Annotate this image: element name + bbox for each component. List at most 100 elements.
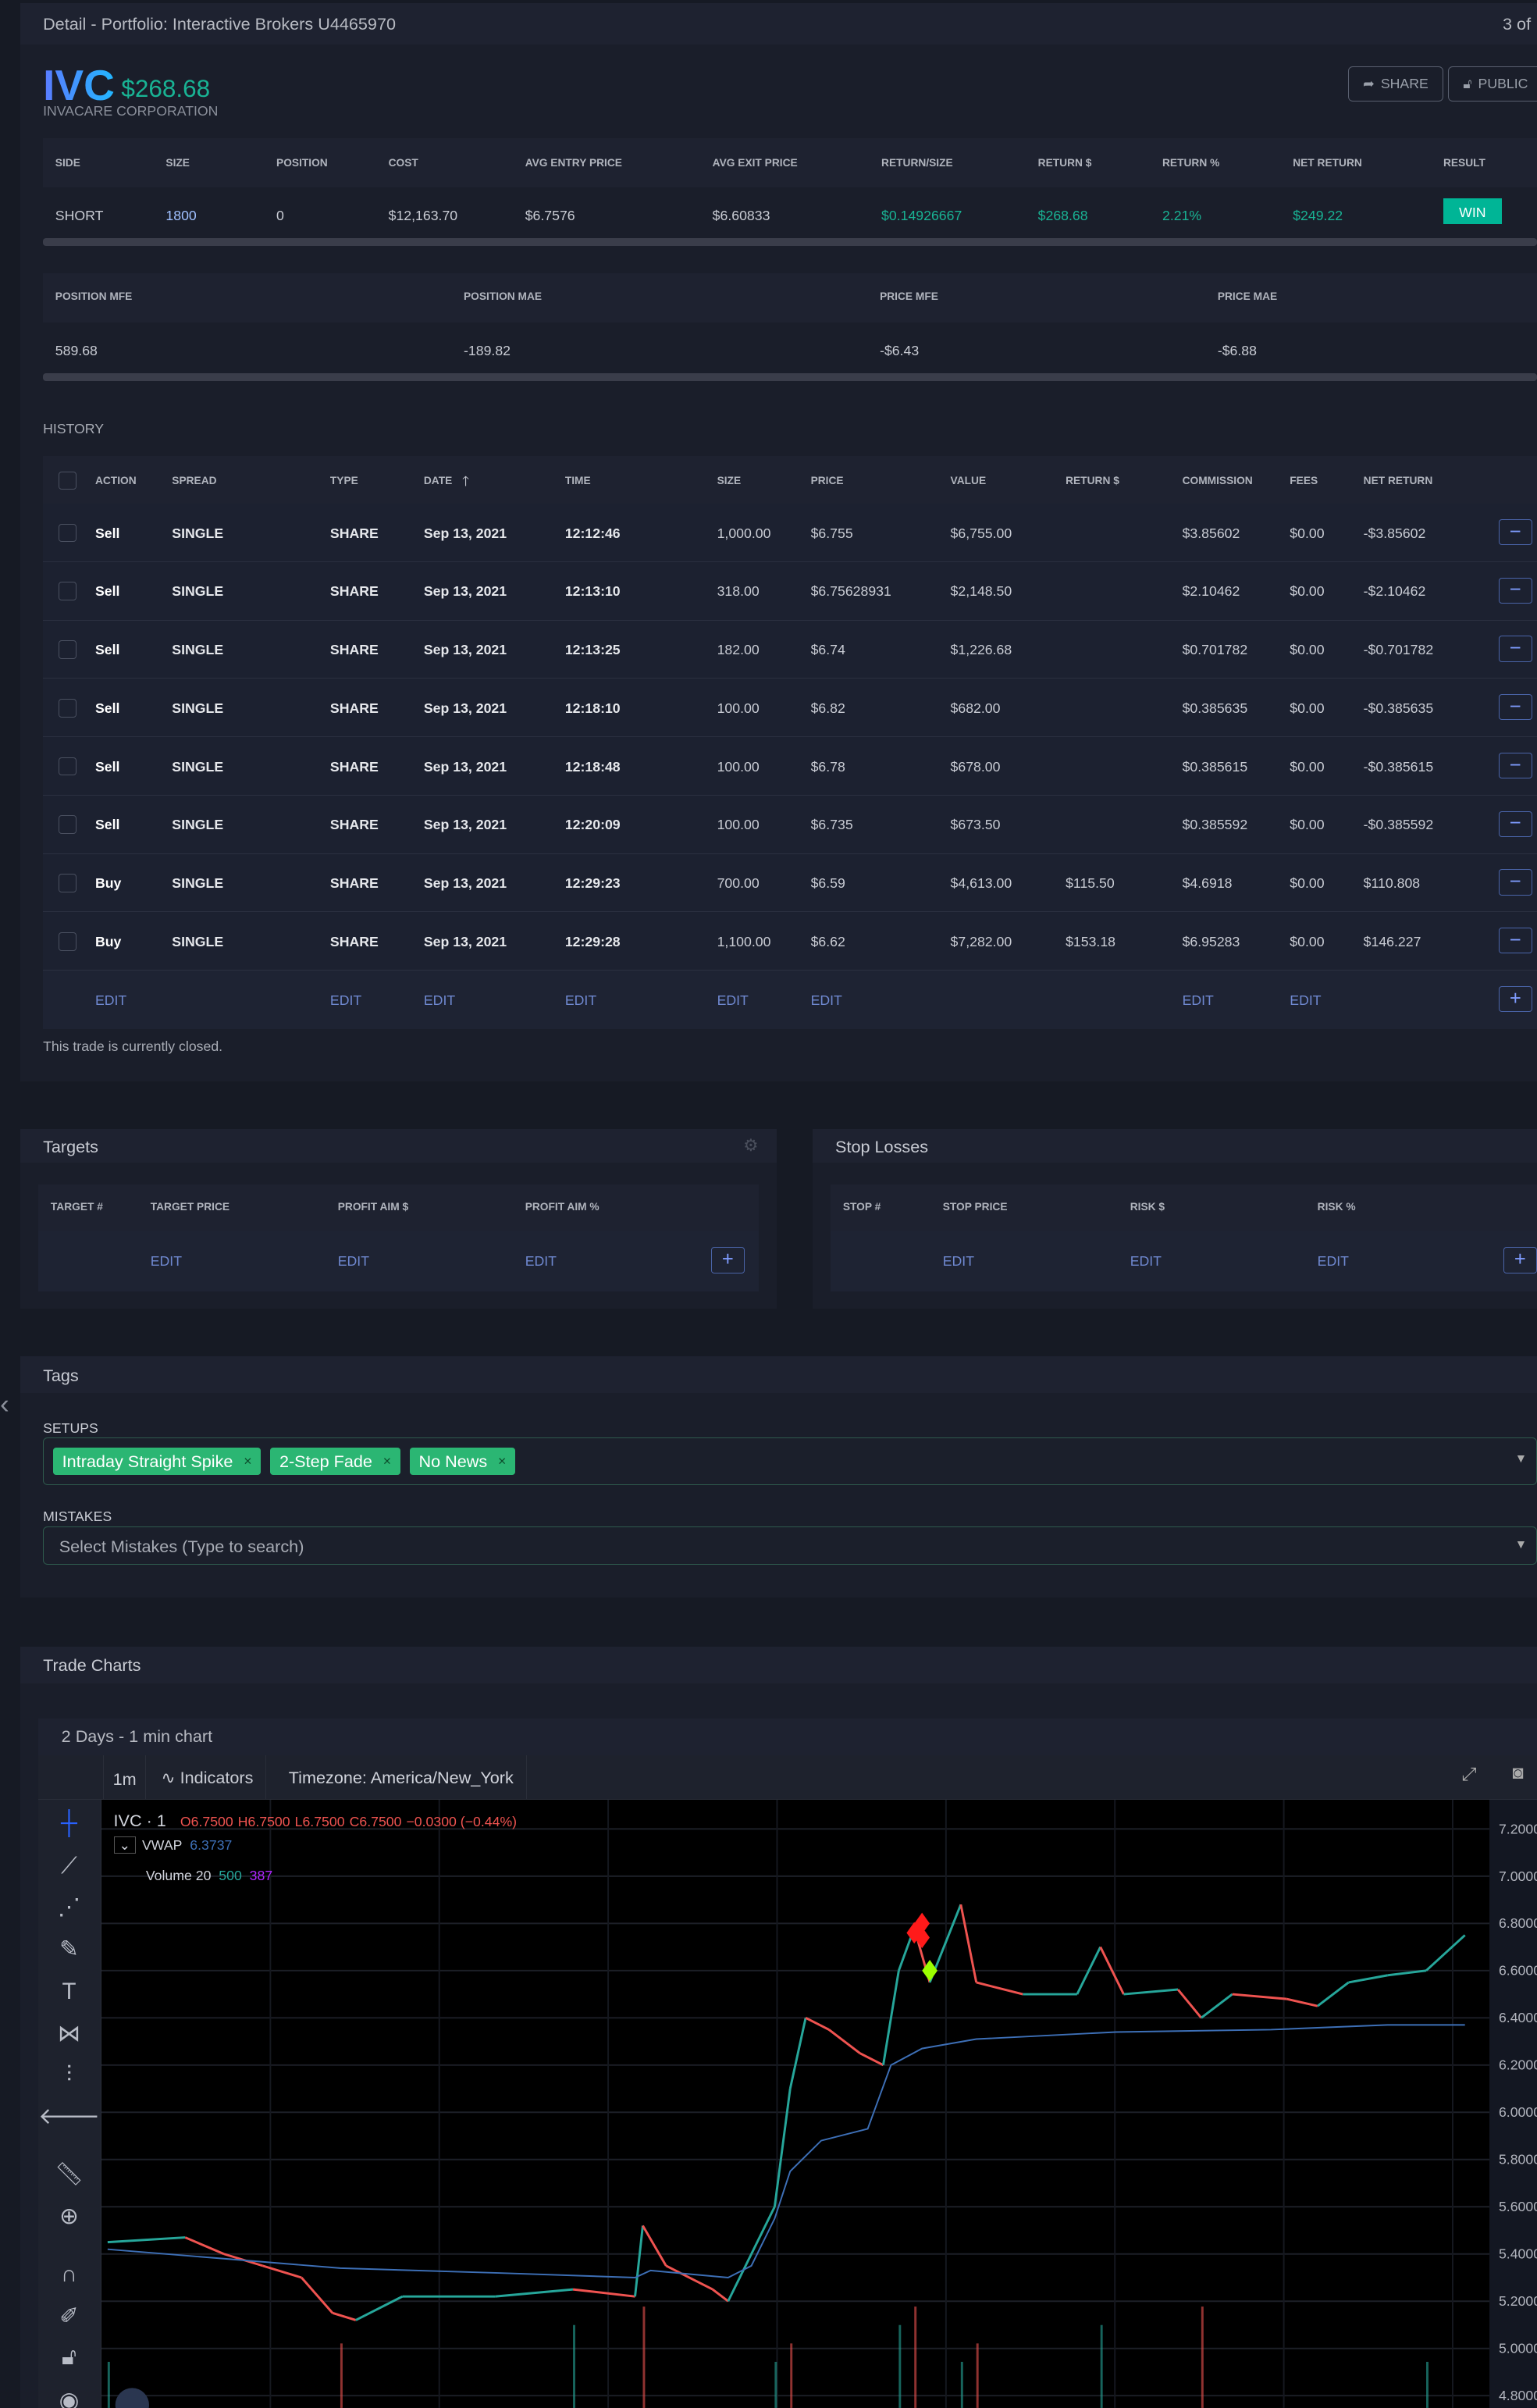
lock-drawing-icon[interactable]: ✐ [59, 2303, 79, 2329]
row-checkbox[interactable] [58, 698, 77, 718]
summary-table: SIDE SIZE POSITION COST AVG ENTRY PRICE AVG E… [43, 138, 1537, 249]
row-checkbox[interactable] [58, 874, 77, 892]
chevron-down-icon[interactable]: ▼ [1514, 1537, 1528, 1551]
history-label: HISTORY [43, 420, 105, 436]
remove-row-button[interactable]: − [1498, 636, 1533, 662]
column-header: ACTION [94, 474, 137, 486]
mistakes-select[interactable]: Select Mistakes (Type to search) ▼ [43, 1526, 1537, 1566]
indicators-button[interactable]: ∿ Indicators [149, 1755, 267, 1801]
add-stops-button[interactable]: + [1503, 1247, 1537, 1273]
prediction-icon[interactable]: ⫶ [66, 2061, 73, 2088]
remove-row-button[interactable]: − [1498, 869, 1533, 896]
gear-icon[interactable]: ⚙ [743, 1135, 759, 1155]
select-all-checkbox[interactable] [58, 471, 77, 490]
interval-button[interactable]: 1m [102, 1755, 146, 1801]
edit-link[interactable]: EDIT [942, 1253, 974, 1270]
setups-select[interactable]: Intraday Straight Spike × 2-Step Fade × No N… [43, 1437, 1537, 1486]
y-tick-label: 6.6000 [1499, 1963, 1537, 1979]
summary-value: 0 [276, 207, 284, 223]
history-cell: 100.00 [717, 700, 760, 716]
edit-link[interactable]: EDIT [1290, 992, 1322, 1008]
remove-tag-icon[interactable]: × [382, 1453, 392, 1469]
excursion-scrollbar[interactable] [43, 372, 1537, 381]
ruler-icon[interactable]: 📏︎ [54, 2161, 84, 2188]
edit-link[interactable]: EDIT [337, 1253, 370, 1270]
edit-link[interactable]: EDIT [564, 992, 597, 1008]
setups-label: SETUPS [43, 1420, 98, 1437]
edit-link[interactable]: EDIT [810, 992, 842, 1008]
column-header[interactable]: DATE [423, 474, 453, 486]
edit-link[interactable]: EDIT [717, 992, 749, 1008]
chevron-down-icon[interactable]: ▼ [1514, 1452, 1528, 1466]
history-cell: SHARE [329, 758, 379, 775]
trend-line-icon[interactable]: ⟋ [61, 1852, 77, 1879]
history-cell: Buy [94, 933, 122, 949]
price-axis[interactable] [1489, 1800, 1537, 2408]
sort-asc-icon[interactable]: 🡑 [462, 472, 470, 489]
edit-link[interactable]: EDIT [423, 992, 456, 1008]
fib-icon[interactable]: ⋰ [57, 1894, 81, 1921]
history-cell: $146.227 [1363, 933, 1421, 949]
magnet-icon[interactable]: ∩ [60, 2261, 78, 2288]
crosshair-icon[interactable]: ┼ [61, 1809, 77, 1836]
remove-tag-icon[interactable]: × [244, 1453, 252, 1469]
edit-link[interactable]: EDIT [329, 992, 362, 1008]
history-cell: 12:29:23 [564, 875, 621, 892]
setup-tag[interactable]: No News × [409, 1447, 516, 1476]
public-button[interactable]: 🔓︎ PUBLIC [1447, 66, 1537, 102]
history-cell: $110.808 [1363, 875, 1421, 892]
setup-tag[interactable]: Intraday Straight Spike × [52, 1447, 262, 1476]
share-button[interactable]: ➦ SHARE [1348, 66, 1443, 102]
history-cell: 12:13:25 [564, 642, 621, 658]
collapse-sidebar-icon[interactable]: ‹ [0, 1388, 9, 1420]
targets-table: TARGET # TARGET PRICE PROFIT AIM $ PROFIT A… [38, 1184, 759, 1292]
edit-link[interactable]: EDIT [150, 1253, 183, 1270]
lock-icon[interactable]: 🔓︎ [61, 2344, 77, 2371]
history-cell: SINGLE [172, 875, 224, 892]
timezone-button[interactable]: Timezone: America/New_York [276, 1755, 527, 1801]
history-cell: $3.85602 [1182, 525, 1240, 541]
price-chart[interactable]: 7.2000 7.0000 6.8000 6.6000 6.4000 6.2000 6.00… [101, 1800, 1537, 2408]
column-header: PROFIT AIM $ [337, 1201, 409, 1213]
text-icon[interactable]: T [62, 1979, 76, 2005]
sell-marker[interactable] [914, 1927, 930, 1949]
buy-marker[interactable] [922, 1960, 937, 1982]
back-arrow-icon[interactable]: 🡐 [37, 2103, 101, 2130]
setup-tag[interactable]: 2-Step Fade × [270, 1447, 400, 1476]
vwap-value: 6.3737 [190, 1836, 233, 1853]
zoom-in-icon[interactable]: ⊕ [59, 2203, 79, 2229]
remove-row-button[interactable]: − [1498, 577, 1533, 604]
edit-link[interactable]: EDIT [525, 1253, 557, 1270]
fullscreen-icon[interactable]: ⤢ [1461, 1765, 1477, 1786]
price-segment [711, 2289, 729, 2303]
row-checkbox[interactable] [58, 757, 77, 776]
sell-marker[interactable] [914, 1912, 930, 1935]
row-checkbox[interactable] [58, 582, 77, 601]
add-targets-button[interactable]: + [710, 1247, 745, 1273]
eye-icon[interactable]: ◉ [59, 2387, 80, 2408]
edit-link[interactable]: EDIT [1182, 992, 1214, 1008]
remove-row-button[interactable]: − [1498, 752, 1533, 779]
row-checkbox[interactable] [58, 523, 77, 543]
edit-link[interactable]: EDIT [1317, 1253, 1349, 1270]
legend-close: C6.7500 [349, 1814, 402, 1830]
remove-row-button[interactable]: − [1498, 694, 1533, 721]
remove-tag-icon[interactable]: × [497, 1453, 507, 1469]
collapse-legend-icon[interactable]: ⌄ [113, 1836, 137, 1854]
brush-icon[interactable]: ✎ [59, 1936, 79, 1962]
camera-icon[interactable]: ◙ [1512, 1763, 1524, 1784]
add-row-button[interactable]: + [1498, 985, 1533, 1013]
remove-row-button[interactable]: − [1498, 518, 1533, 546]
edit-link[interactable]: EDIT [1130, 1253, 1162, 1270]
summary-scrollbar[interactable] [43, 237, 1537, 246]
y-tick-label: 5.8000 [1499, 2152, 1537, 2168]
remove-row-button[interactable]: − [1498, 928, 1533, 954]
remove-row-button[interactable]: − [1498, 810, 1533, 837]
tradingview-logo[interactable] [115, 2388, 149, 2408]
row-checkbox[interactable] [58, 815, 77, 835]
row-checkbox[interactable] [58, 931, 77, 951]
stops-title: Stop Losses [812, 1128, 1537, 1163]
edit-link[interactable]: EDIT [94, 992, 127, 1008]
row-checkbox[interactable] [58, 640, 77, 659]
pattern-icon[interactable]: ⋈ [57, 2020, 81, 2046]
